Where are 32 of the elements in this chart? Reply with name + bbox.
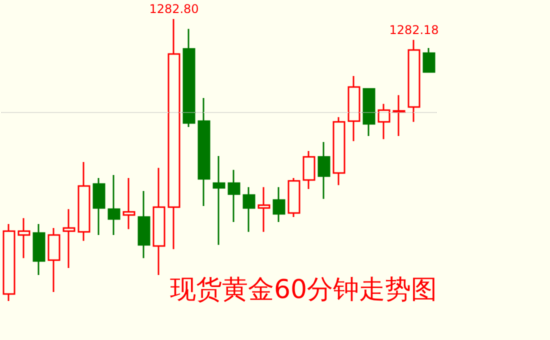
candlestick <box>272 186 286 223</box>
candlestick <box>2 223 16 302</box>
candlestick <box>408 39 420 123</box>
candlestick <box>422 47 436 73</box>
candlestick <box>392 94 406 137</box>
candlestick <box>332 116 346 186</box>
text: 现货黄金60分钟走势图 <box>170 275 438 305</box>
candlestick <box>62 208 76 269</box>
candlestick <box>288 177 300 218</box>
candlestick <box>122 177 136 230</box>
candlestick <box>32 223 46 276</box>
candlestick <box>152 167 166 276</box>
candlestick <box>198 97 210 207</box>
candlestick <box>362 87 376 137</box>
annotation: 1282.80 <box>149 2 199 16</box>
candlestick <box>228 169 240 223</box>
candlestick <box>212 155 226 246</box>
candlestick <box>182 28 196 128</box>
candlestick <box>138 190 150 259</box>
candlestick <box>242 186 256 233</box>
candlestick <box>108 174 120 236</box>
annotation: 1282.18 <box>389 22 439 37</box>
candlestick <box>48 227 60 293</box>
candlestick <box>18 217 30 259</box>
candlestick <box>302 150 316 190</box>
candlestick <box>258 186 270 233</box>
candlestick <box>318 141 330 200</box>
candlestick <box>348 75 360 142</box>
candlestick <box>92 177 106 236</box>
candlestick <box>378 103 390 140</box>
candlestick <box>168 18 180 250</box>
candlestick <box>78 161 90 242</box>
